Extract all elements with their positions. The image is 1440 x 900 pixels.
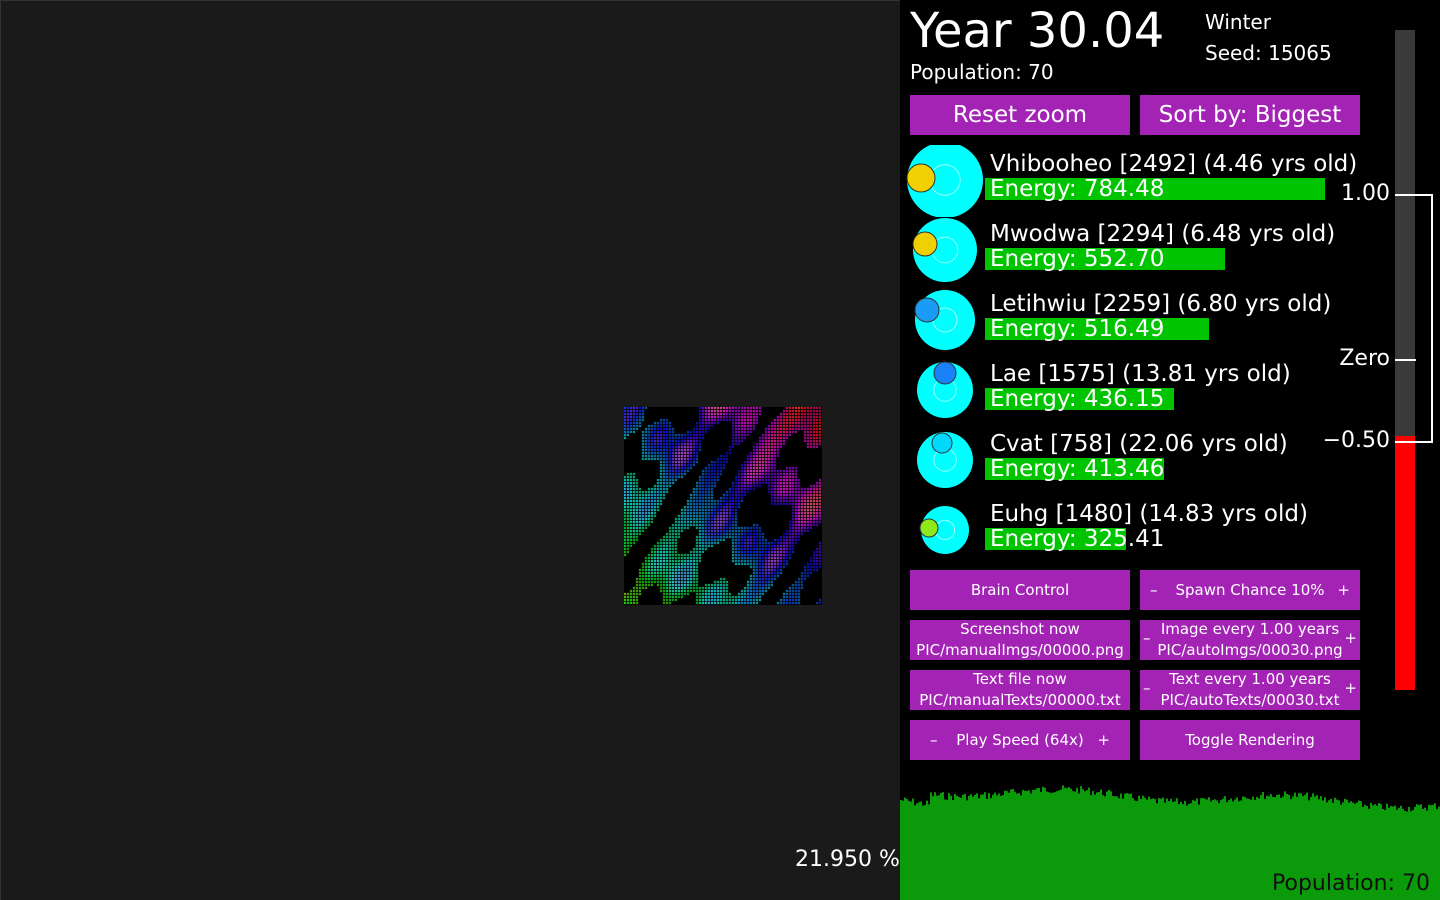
text-interval-control[interactable]: – Text every 1.00 years PIC/autoTexts/00… — [1140, 670, 1360, 710]
play-speed-decrease-button[interactable]: – — [930, 731, 938, 749]
creature-icon — [914, 290, 975, 350]
brain-control-button[interactable]: Brain Control — [910, 570, 1130, 610]
creature-row[interactable]: Mwodwa [2294] (6.48 yrs old) Energy: 552… — [900, 215, 1380, 285]
text-interval-path: PIC/autoTexts/00030.txt — [1160, 691, 1340, 709]
energy-bar — [985, 178, 1325, 200]
creature-body — [921, 506, 969, 554]
creature-row[interactable]: Lae [1575] (13.81 yrs old) Energy: 436.1… — [900, 355, 1380, 425]
creature-energy: Energy: 325.41 — [990, 526, 1165, 552]
text-file-now-button[interactable]: Text file now PIC/manualTexts/00000.txt — [910, 670, 1130, 710]
creature-icon — [912, 218, 977, 282]
text-interval-increase-button[interactable]: + — [1344, 679, 1357, 697]
creature-mouth — [933, 361, 957, 385]
energy-bar — [985, 458, 1164, 480]
creature-icon — [917, 432, 973, 488]
creature-mouth — [931, 432, 953, 454]
creature-body — [917, 362, 973, 418]
image-interval-increase-button[interactable]: + — [1344, 629, 1357, 647]
creature-energy: Energy: 784.48 — [990, 176, 1165, 202]
creature-row[interactable]: Euhg [1480] (14.83 yrs old) Energy: 325.… — [900, 495, 1380, 565]
creature-icon — [919, 506, 969, 554]
creature-name: Letihwiu [2259] (6.80 yrs old) — [990, 291, 1332, 317]
slider-zero-label: Zero — [1339, 346, 1390, 371]
slider-min-label: −0.50 — [1322, 428, 1390, 453]
creature-name: Euhg [1480] (14.83 yrs old) — [990, 501, 1308, 527]
creature-energy: Energy: 436.15 — [990, 386, 1165, 412]
creature-row[interactable]: Vhibooheo [2492] (4.46 yrs old) Energy: … — [900, 145, 1380, 217]
spawn-chance-decrease-button[interactable]: – — [1150, 581, 1158, 599]
year-display: Year 30.04 — [910, 3, 1165, 59]
image-interval-control[interactable]: – Image every 1.00 years PIC/autoImgs/00… — [1140, 620, 1360, 660]
creature-icon — [906, 145, 983, 217]
creature-body — [907, 145, 983, 217]
population-graph — [900, 785, 1440, 900]
creature-mouth — [912, 231, 938, 257]
slider-max-label: 1.00 — [1341, 181, 1390, 206]
screenshot-path: PIC/manualImgs/00000.png — [916, 641, 1124, 659]
text-file-path: PIC/manualTexts/00000.txt — [919, 691, 1121, 709]
energy-bar — [985, 248, 1225, 270]
creature-energy: Energy: 516.49 — [990, 316, 1165, 342]
creature-name: Mwodwa [2294] (6.48 yrs old) — [990, 221, 1336, 247]
screenshot-now-button[interactable]: Screenshot now PIC/manualImgs/00000.png — [910, 620, 1130, 660]
spawn-chance-increase-button[interactable]: + — [1337, 581, 1350, 599]
population-graph-label: Population: 70 — [1272, 871, 1430, 896]
text-interval-decrease-button[interactable]: – — [1143, 679, 1151, 697]
world-map[interactable] — [624, 407, 822, 605]
energy-bar — [985, 388, 1174, 410]
creature-row[interactable]: Cvat [758] (22.06 yrs old) Energy: 413.4… — [900, 425, 1380, 495]
screenshot-label: Screenshot now — [960, 620, 1080, 638]
temperature-slider-fill — [1395, 435, 1415, 690]
creature-name: Vhibooheo [2492] (4.46 yrs old) — [990, 151, 1358, 177]
toggle-rendering-button[interactable]: Toggle Rendering — [1140, 720, 1360, 760]
creature-icon — [917, 361, 973, 418]
season-label: Winter — [1205, 10, 1271, 34]
image-interval-label: Image every 1.00 years — [1160, 620, 1340, 638]
creature-row[interactable]: Letihwiu [2259] (6.80 yrs old) Energy: 5… — [900, 285, 1380, 355]
spawn-chance-control[interactable]: – Spawn Chance 10% + — [1140, 570, 1360, 610]
text-interval-label: Text every 1.00 years — [1169, 670, 1331, 688]
creature-mouth — [914, 297, 940, 323]
creature-body — [917, 432, 973, 488]
spawn-chance-label: Spawn Chance 10% — [1175, 581, 1325, 599]
creature-mouth — [906, 163, 936, 193]
creature-mouth — [919, 518, 939, 538]
image-interval-decrease-button[interactable]: – — [1143, 629, 1151, 647]
creature-energy: Energy: 413.46 — [990, 456, 1165, 482]
play-speed-control[interactable]: – Play Speed (64x) + — [910, 720, 1130, 760]
seed-label: Seed: 15065 — [1205, 41, 1332, 65]
text-file-label: Text file now — [973, 670, 1067, 688]
side-panel: Year 30.04 Winter Seed: 15065 Population… — [900, 0, 1440, 900]
creature-name: Lae [1575] (13.81 yrs old) — [990, 361, 1291, 387]
simulation-viewport[interactable]: 21.950 % — [0, 0, 900, 900]
energy-bar — [985, 528, 1126, 550]
play-speed-label: Play Speed (64x) — [956, 731, 1084, 749]
creature-name: Cvat [758] (22.06 yrs old) — [990, 431, 1288, 457]
population-count: Population: 70 — [910, 60, 1054, 84]
zoom-level: 21.950 % — [795, 847, 900, 872]
image-interval-path: PIC/autoImgs/00030.png — [1157, 641, 1343, 659]
sort-button[interactable]: Sort by: Biggest — [1140, 95, 1360, 135]
creature-energy: Energy: 552.70 — [990, 246, 1165, 272]
reset-zoom-button[interactable]: Reset zoom — [910, 95, 1130, 135]
energy-bar — [985, 318, 1209, 340]
play-speed-increase-button[interactable]: + — [1097, 731, 1110, 749]
